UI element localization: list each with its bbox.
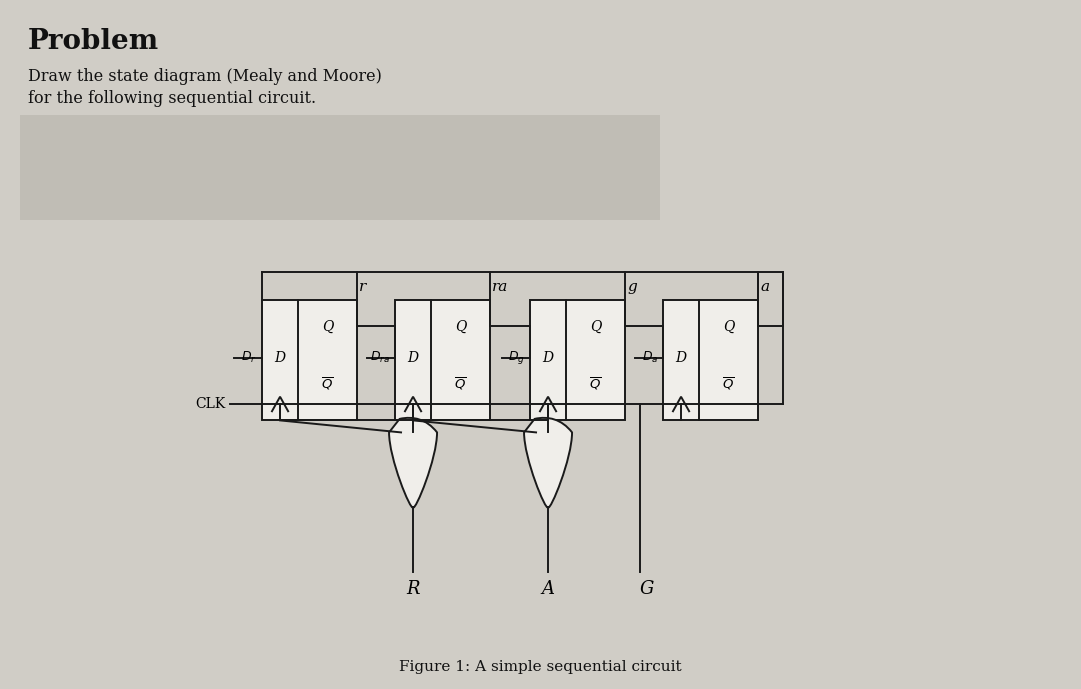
Text: $D_{ra}$: $D_{ra}$	[370, 350, 390, 365]
Text: r: r	[359, 280, 366, 294]
Text: CLK: CLK	[195, 398, 225, 411]
Text: $D_a$: $D_a$	[642, 350, 658, 365]
Text: Draw the state diagram (Mealy and Moore): Draw the state diagram (Mealy and Moore)	[28, 68, 382, 85]
Text: Q: Q	[455, 320, 466, 333]
Text: Figure 1: A simple sequential circuit: Figure 1: A simple sequential circuit	[399, 660, 681, 674]
Text: $\overline{Q}$: $\overline{Q}$	[321, 376, 334, 392]
Text: R: R	[406, 580, 419, 599]
Text: D: D	[275, 351, 285, 364]
Text: $\overline{Q}$: $\overline{Q}$	[589, 376, 602, 392]
Bar	[21, 115, 660, 220]
Text: Q: Q	[322, 320, 333, 333]
Bar	[262, 300, 357, 420]
Text: g: g	[627, 280, 637, 294]
Text: G: G	[640, 580, 654, 599]
Text: D: D	[408, 351, 418, 364]
Text: D: D	[543, 351, 553, 364]
PathPatch shape	[389, 418, 437, 508]
Text: $\overline{Q}$: $\overline{Q}$	[454, 376, 467, 392]
Text: for the following sequential circuit.: for the following sequential circuit.	[28, 90, 316, 107]
Text: a: a	[760, 280, 769, 294]
Text: Q: Q	[723, 320, 734, 333]
PathPatch shape	[524, 418, 572, 508]
Text: $D_g$: $D_g$	[508, 349, 525, 366]
Text: Q: Q	[590, 320, 601, 333]
Text: A: A	[542, 580, 555, 599]
Text: Problem: Problem	[28, 28, 159, 55]
Bar	[395, 300, 490, 420]
Text: D: D	[676, 351, 686, 364]
Text: ra: ra	[492, 280, 508, 294]
Text: $D_r$: $D_r$	[241, 350, 257, 365]
Bar	[663, 300, 758, 420]
Text: $\overline{Q}$: $\overline{Q}$	[722, 376, 735, 392]
Bar	[530, 300, 625, 420]
